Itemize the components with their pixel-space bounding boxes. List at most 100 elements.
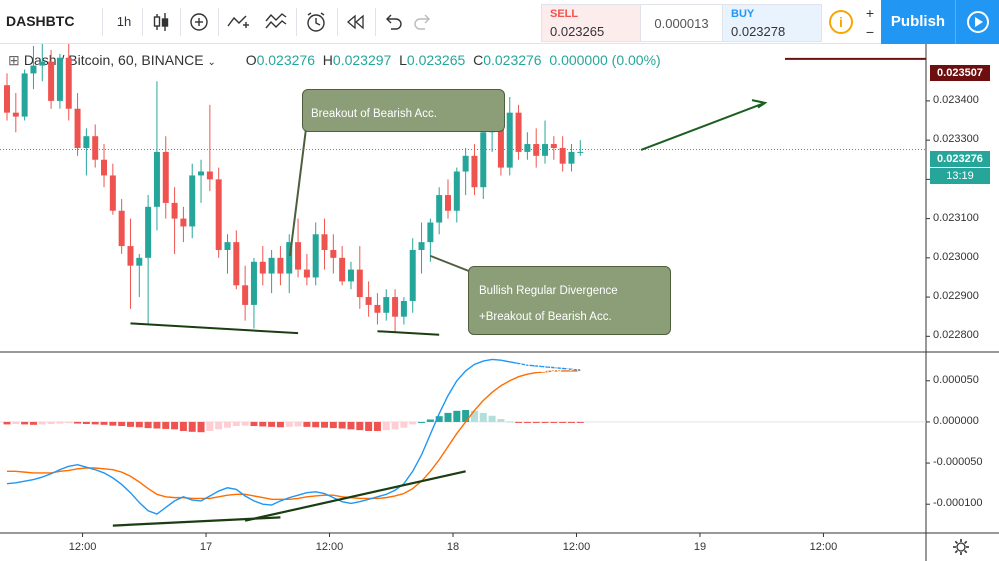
candle-body: [400, 300, 407, 317]
histogram-bar: [453, 410, 461, 422]
annotation-line: 17 Apr '19 08:00 ->0.022813: [311, 134, 457, 146]
histogram-bar: [338, 421, 346, 429]
toolbar-divider: [102, 8, 103, 36]
histogram-bar: [409, 421, 417, 425]
candle-body: [436, 195, 443, 223]
arrow-head: [751, 99, 768, 109]
candle-body: [39, 61, 46, 66]
settings-gear-icon[interactable]: [952, 538, 970, 556]
price-tick-label: 0.023400: [933, 93, 979, 106]
sell-price: 0.023265: [550, 24, 605, 39]
buy-button[interactable]: BUY 0.023278: [722, 4, 822, 42]
zoom-out-button[interactable]: −: [865, 24, 875, 40]
candle-body: [118, 210, 125, 247]
histogram-bar: [506, 421, 514, 423]
histogram-bar: [418, 421, 426, 423]
candle-body: [233, 242, 240, 286]
legend-close: 0.023276: [483, 52, 542, 68]
sell-label: SELL: [550, 8, 579, 20]
play-button[interactable]: [955, 0, 999, 44]
candle-body: [242, 285, 249, 305]
histogram-bar: [365, 421, 373, 431]
indicators-icon[interactable]: [263, 9, 289, 35]
histogram-bar: [241, 421, 249, 426]
play-circle-icon: [967, 11, 989, 33]
legend-open: 0.023276: [256, 52, 315, 68]
candle-body: [339, 257, 346, 282]
candle-style-icon[interactable]: [148, 9, 174, 35]
annotation-line: Breakout of Bearish Acc.: [311, 108, 437, 120]
candle-body: [542, 144, 549, 156]
candle-body: [12, 112, 19, 117]
undo-icon[interactable]: [380, 9, 406, 35]
histogram-bar: [12, 421, 20, 424]
histogram-bar: [144, 421, 152, 429]
histogram-bar: [541, 421, 549, 423]
histogram-bar: [179, 421, 187, 431]
histogram-bar: [118, 421, 126, 427]
candle-body: [153, 151, 160, 207]
candle-body: [30, 65, 37, 74]
info-icon[interactable]: i: [829, 10, 853, 34]
spread-value: 0.000013: [640, 4, 723, 42]
candle-body: [92, 136, 99, 160]
annotation-breakout[interactable]: Breakout of Bearish Acc. 17 Apr '19 08:0…: [302, 89, 505, 146]
histogram-bar: [3, 421, 11, 425]
interval-button[interactable]: 1h: [116, 14, 132, 29]
macd-tick-label: -0.000050: [933, 456, 983, 469]
time-tick-label: 12:00: [68, 541, 97, 553]
histogram-bar: [329, 421, 337, 429]
annotation-line: +Bullish Acc.: [479, 337, 545, 349]
time-tick-label: 12:00: [562, 541, 591, 553]
macd-tick-label: 0.000000: [933, 414, 979, 427]
candle-body: [198, 171, 205, 176]
candle-body: [295, 242, 302, 270]
toolbar-divider: [218, 8, 219, 36]
annotation-line: +Breakout of Bearish Acc.: [479, 311, 612, 323]
candle-body: [418, 242, 425, 250]
price-tick-label: 0.022800: [933, 329, 979, 342]
symbol-search[interactable]: DASHBTC: [6, 13, 75, 29]
legend-expand-icon[interactable]: ⊞: [8, 52, 20, 68]
candle-body: [330, 249, 337, 258]
histogram-bar: [479, 412, 487, 422]
candle-body: [533, 144, 540, 156]
legend-l-label: L: [399, 52, 407, 68]
histogram-bar: [285, 421, 293, 427]
sell-button[interactable]: SELL 0.023265: [541, 4, 641, 42]
projection-arrow: [640, 101, 766, 151]
histogram-bar: [347, 421, 355, 430]
histogram-bar: [567, 421, 575, 423]
histogram-bar: [91, 421, 99, 425]
publish-button[interactable]: Publish: [881, 0, 955, 44]
histogram-bar: [426, 419, 434, 422]
divergence-trendline: [244, 470, 466, 522]
candle-body: [312, 234, 319, 278]
macd-tick-label: 0.000050: [933, 373, 979, 386]
toolbar-divider: [375, 8, 376, 36]
zoom-in-button[interactable]: +: [865, 5, 875, 21]
alert-clock-icon[interactable]: [303, 9, 329, 35]
histogram-bar: [56, 421, 64, 424]
redo-icon[interactable]: [410, 9, 436, 35]
legend-h-label: H: [322, 52, 333, 68]
candle-body: [568, 151, 575, 164]
macd-line: [6, 358, 581, 515]
time-tick-label: 12:00: [315, 541, 344, 553]
chevron-down-icon[interactable]: ⌄: [207, 57, 216, 68]
candle-body: [259, 261, 266, 274]
histogram-bar: [38, 421, 46, 425]
candle-body: [497, 120, 504, 168]
candle-body: [577, 151, 584, 153]
histogram-bar: [373, 421, 381, 431]
replay-icon[interactable]: [343, 9, 369, 35]
annotation-divergence[interactable]: Bullish Regular Divergence +Breakout of …: [468, 266, 671, 375]
price-tick-label: 0.023100: [933, 211, 979, 224]
histogram-bar: [435, 416, 443, 422]
histogram-bar: [391, 421, 399, 430]
annotation-line: 17 Apr '19 22:00 ->0.022804: [479, 363, 625, 375]
candle-body: [65, 57, 72, 109]
compare-icon[interactable]: [225, 9, 251, 35]
histogram-bar: [312, 421, 320, 428]
add-indicator-icon[interactable]: [186, 9, 212, 35]
